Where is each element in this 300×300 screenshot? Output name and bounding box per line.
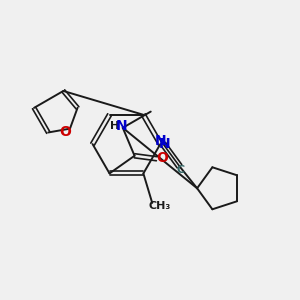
Text: CH₃: CH₃ <box>148 201 171 212</box>
Text: N: N <box>116 119 127 133</box>
Text: H: H <box>110 121 119 131</box>
Text: N: N <box>155 134 167 148</box>
Text: N: N <box>159 137 170 151</box>
Text: C: C <box>177 165 185 175</box>
Text: O: O <box>60 124 71 139</box>
Text: O: O <box>156 151 168 165</box>
